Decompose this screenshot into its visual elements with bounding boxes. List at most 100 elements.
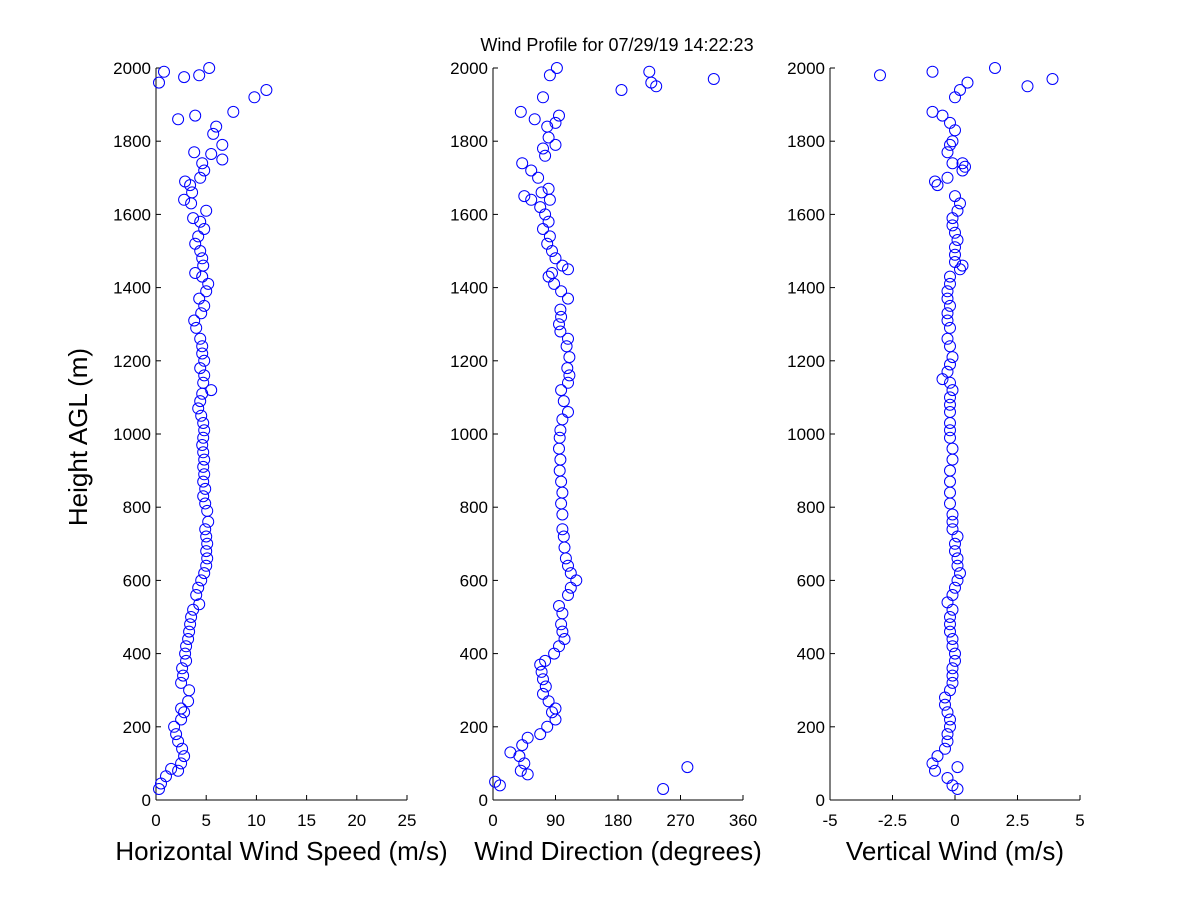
data-point — [946, 219, 959, 232]
data-point — [949, 256, 961, 268]
data-point — [553, 431, 566, 444]
x-tick-label: 270 — [666, 811, 694, 830]
y-tick-label: 800 — [123, 498, 151, 517]
y-tick-label: 1600 — [787, 205, 825, 224]
y-tick-label: 600 — [123, 571, 151, 590]
data-point — [562, 559, 574, 572]
data-point — [207, 127, 220, 140]
data-point — [178, 71, 191, 84]
data-point — [946, 157, 959, 170]
data-point — [190, 321, 203, 334]
data-point — [514, 764, 527, 777]
data-point — [199, 523, 212, 536]
data-point — [172, 113, 185, 126]
y-tick-label: 1200 — [113, 352, 151, 371]
data-point — [196, 252, 209, 265]
y-tick-label: 1400 — [450, 279, 488, 298]
data-point — [556, 625, 569, 638]
data-point — [941, 146, 954, 159]
y-tick-label: 1200 — [787, 352, 825, 371]
x-tick-label: 10 — [247, 811, 266, 830]
data-point — [557, 395, 570, 408]
y-tick-label: 200 — [123, 718, 151, 737]
data-point — [248, 91, 261, 104]
data-point — [175, 676, 188, 689]
data-point — [946, 523, 959, 536]
data-point — [931, 750, 944, 763]
data-point — [200, 530, 213, 543]
data-point — [197, 417, 210, 429]
x-tick-label: 5 — [201, 811, 210, 830]
y-tick-label: 1200 — [450, 352, 488, 371]
data-point — [194, 395, 207, 408]
data-point — [944, 625, 956, 638]
data-point — [555, 310, 568, 323]
data-point — [196, 347, 209, 360]
y-tick-label: 800 — [460, 498, 488, 517]
data-point — [926, 105, 939, 118]
data-point — [189, 237, 202, 250]
data-point — [177, 669, 190, 682]
data-point — [553, 600, 565, 612]
data-point — [153, 783, 165, 795]
data-point — [195, 409, 208, 422]
data-point — [944, 464, 956, 477]
data-point — [194, 332, 207, 345]
data-point — [944, 376, 956, 389]
panel-direction: 0 200 400 600 800 1000 1200 1400 1600 1800 2000 0 90… — [450, 59, 762, 866]
data-point — [556, 607, 569, 620]
data-point — [549, 116, 562, 129]
data-point — [549, 702, 562, 715]
data-point — [178, 193, 191, 206]
data-point — [192, 402, 205, 415]
data-point — [203, 62, 216, 74]
data-point — [199, 482, 212, 495]
data-point — [556, 523, 569, 536]
data-point — [546, 706, 558, 719]
y-tick-label: 2000 — [450, 59, 488, 78]
data-point — [194, 362, 207, 375]
data-point — [197, 376, 210, 389]
data-point — [941, 735, 954, 748]
data-point — [195, 574, 208, 587]
data-point — [941, 285, 954, 298]
data-point — [196, 157, 209, 170]
data-point — [158, 65, 170, 78]
data-point — [929, 764, 941, 777]
data-point — [201, 552, 214, 565]
data-point — [562, 376, 574, 389]
data-point — [564, 567, 577, 580]
data-point — [557, 530, 570, 543]
data-point — [946, 669, 959, 682]
data-point — [931, 179, 944, 192]
data-point — [949, 647, 961, 660]
data-point — [153, 76, 165, 89]
data-point — [187, 212, 200, 225]
data-point — [944, 618, 956, 631]
data-point — [200, 285, 213, 298]
data-point — [944, 424, 956, 437]
data-point — [946, 633, 959, 645]
data-point — [195, 307, 208, 320]
data-point — [210, 120, 223, 133]
x-tick-label: 2.5 — [1006, 811, 1030, 830]
data-point — [198, 164, 211, 177]
y-tick-label: 400 — [123, 645, 151, 664]
x-tick-label: 360 — [729, 811, 757, 830]
data-point — [189, 109, 202, 122]
data-point — [941, 772, 954, 784]
data-point — [562, 332, 574, 345]
panel-speed: 0 200 400 600 800 1000 1200 1400 1600 1800 2000 0 5 1… — [113, 59, 448, 866]
data-point — [165, 762, 178, 775]
data-point — [944, 611, 956, 623]
data-point — [562, 292, 574, 305]
data-point — [199, 497, 212, 510]
data-point — [549, 252, 562, 265]
data-point — [949, 226, 961, 239]
data-point — [941, 171, 954, 184]
data-point — [949, 537, 961, 550]
data-point — [951, 574, 964, 587]
data-point — [537, 91, 549, 104]
data-point — [1046, 73, 1059, 85]
